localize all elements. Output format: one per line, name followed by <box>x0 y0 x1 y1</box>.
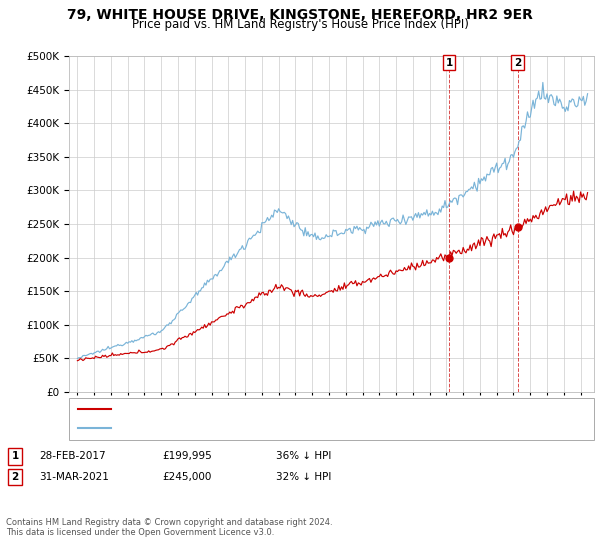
Text: 32% ↓ HPI: 32% ↓ HPI <box>276 472 331 482</box>
Text: £199,995: £199,995 <box>162 451 212 461</box>
Text: HPI: Average price, detached house, Herefordshire: HPI: Average price, detached house, Here… <box>117 423 381 433</box>
Text: 2: 2 <box>514 58 521 68</box>
Text: Contains HM Land Registry data © Crown copyright and database right 2024.
This d: Contains HM Land Registry data © Crown c… <box>6 518 332 538</box>
Text: 28-FEB-2017: 28-FEB-2017 <box>39 451 106 461</box>
Text: 79, WHITE HOUSE DRIVE, KINGSTONE, HEREFORD, HR2 9ER (detached house): 79, WHITE HOUSE DRIVE, KINGSTONE, HEREFO… <box>117 404 523 414</box>
Text: 1: 1 <box>445 58 453 68</box>
Text: 31-MAR-2021: 31-MAR-2021 <box>39 472 109 482</box>
Text: £245,000: £245,000 <box>162 472 211 482</box>
Text: 79, WHITE HOUSE DRIVE, KINGSTONE, HEREFORD, HR2 9ER: 79, WHITE HOUSE DRIVE, KINGSTONE, HEREFO… <box>67 8 533 22</box>
Text: 1: 1 <box>11 451 19 461</box>
Text: 2: 2 <box>11 472 19 482</box>
Text: Price paid vs. HM Land Registry's House Price Index (HPI): Price paid vs. HM Land Registry's House … <box>131 18 469 31</box>
Text: 36% ↓ HPI: 36% ↓ HPI <box>276 451 331 461</box>
